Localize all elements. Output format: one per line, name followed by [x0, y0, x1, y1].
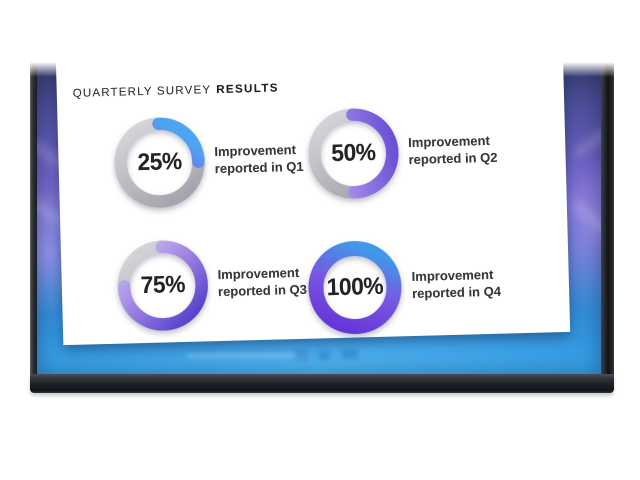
metric-donut-group: 50% Improvement reported in Q2: [306, 104, 498, 201]
donut-chart: 25%: [112, 115, 206, 209]
donut-percent-label: 50%: [330, 138, 376, 168]
slide-title-bold: RESULTS: [216, 82, 280, 97]
metric-label-line2: reported in Q3: [217, 281, 308, 300]
wallpaper-ghost-text: [319, 351, 330, 360]
monitor-screen: QUARTERLY SURVEY RESULTS 25% Improvement …: [37, 62, 601, 374]
metric-donut-group: 75% Improvement reported in Q3: [116, 236, 308, 333]
wallpaper-ghost-text: [295, 350, 308, 360]
metric-donut-group: 100% Improvement reported in Q4: [306, 236, 502, 337]
wallpaper-ghost-text: [342, 349, 358, 359]
metric-label-line2: reported in Q2: [408, 149, 498, 168]
donut-percent-label: 75%: [140, 270, 186, 300]
donut-chart: 100%: [306, 238, 404, 336]
metric-label: Improvement reported in Q2: [408, 133, 498, 169]
metric-label-line2: reported in Q4: [411, 283, 502, 302]
metric-label-line2: reported in Q1: [214, 158, 304, 177]
metric-label: Improvement reported in Q4: [412, 267, 502, 303]
monitor-bezel-right: [601, 62, 614, 374]
metric-label: Improvement reported in Q1: [214, 142, 304, 178]
donut-chart: 75%: [116, 238, 210, 332]
metric-label: Improvement reported in Q3: [217, 265, 307, 301]
monitor-display: QUARTERLY SURVEY RESULTS 25% Improvement …: [30, 62, 614, 393]
monitor-bezel-bottom: [30, 374, 614, 393]
donut-percent-label: 25%: [137, 148, 183, 177]
slide-title: QUARTERLY SURVEY RESULTS: [73, 82, 279, 99]
donut-percent-label: 100%: [326, 272, 384, 302]
presentation-slide: QUARTERLY SURVEY RESULTS 25% Improvement …: [55, 62, 571, 346]
monitor-bezel-left: [30, 62, 37, 374]
slide-title-regular: QUARTERLY SURVEY: [72, 84, 212, 100]
wallpaper-light-streak: [570, 200, 601, 233]
wallpaper-ghost-glow: [187, 353, 307, 358]
metric-donut-group: 25% Improvement reported in Q1: [112, 113, 304, 210]
wallpaper-light-streak: [572, 129, 601, 159]
donut-chart: 50%: [306, 106, 400, 200]
